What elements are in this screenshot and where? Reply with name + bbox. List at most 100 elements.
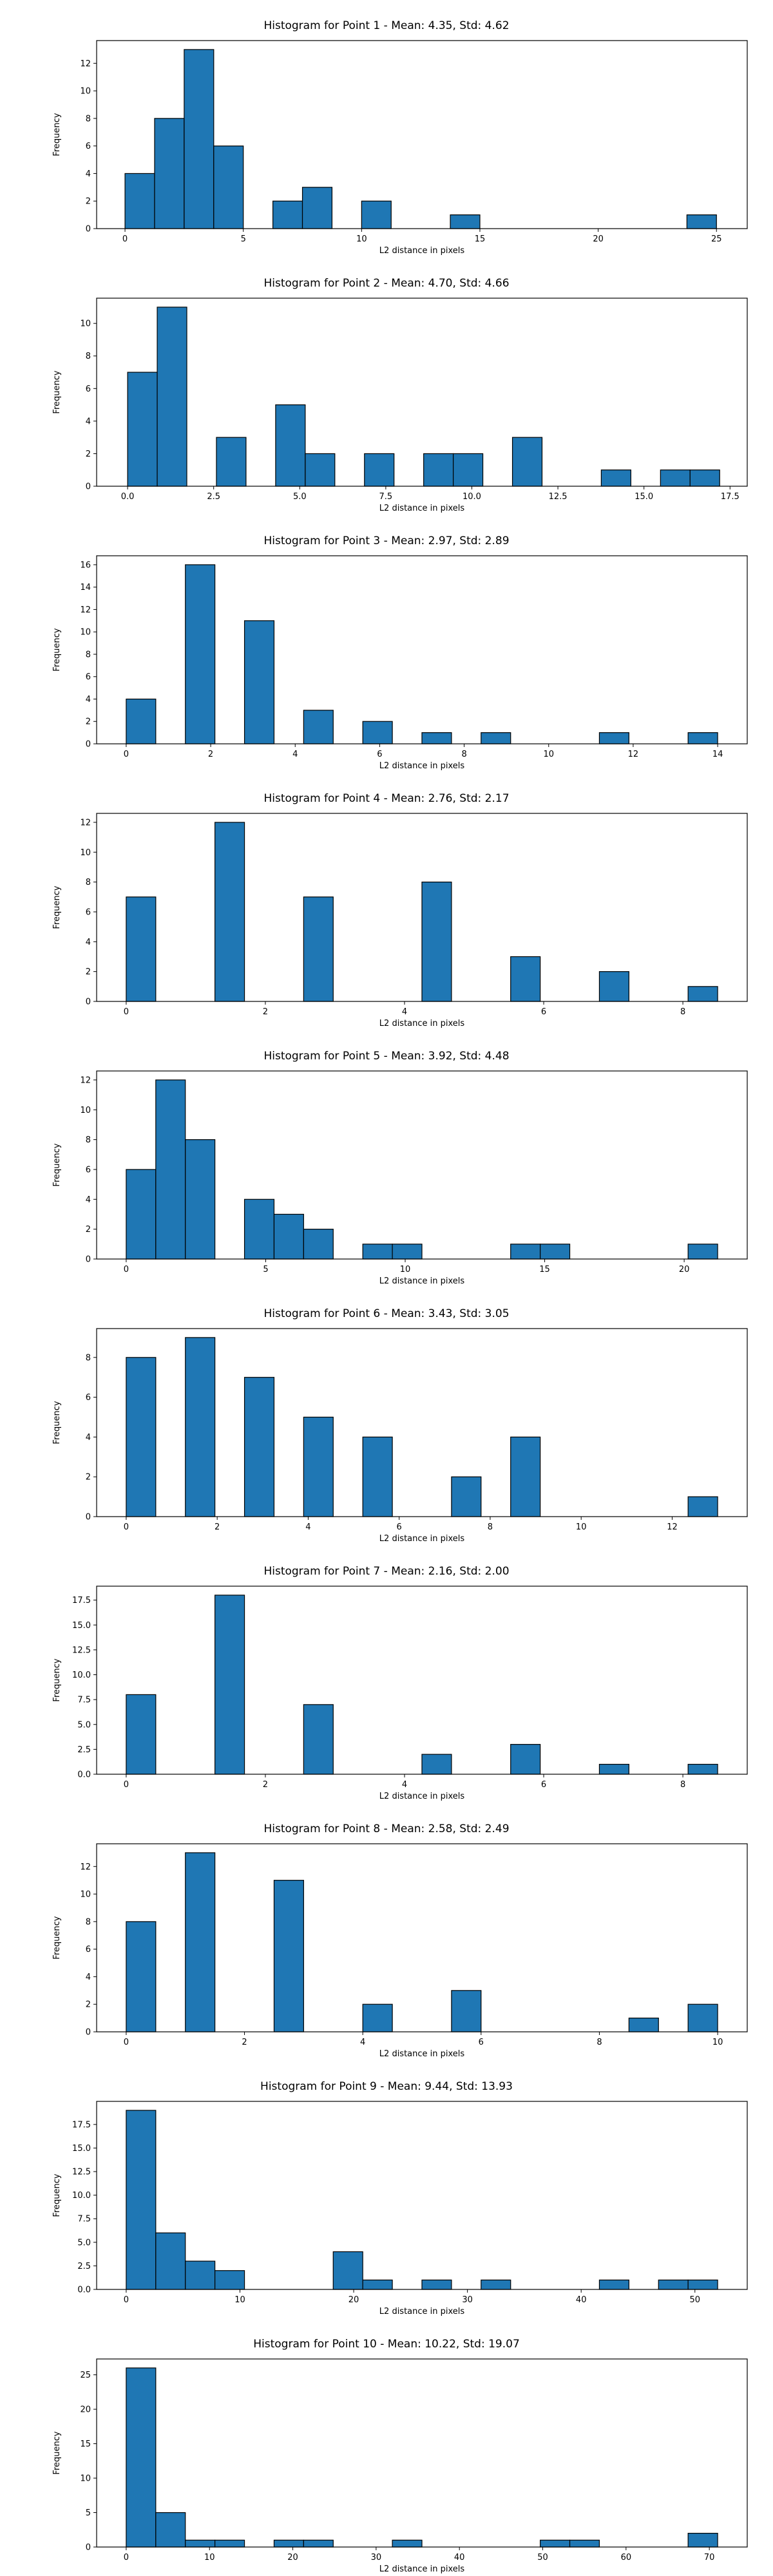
histogram-panel-4: Histogram for Point 4 - Mean: 2.76, Std:… — [0, 773, 773, 1028]
y-tick-label: 12 — [80, 818, 91, 828]
histogram-bar — [127, 372, 158, 487]
histogram-bar — [540, 1244, 571, 1260]
plot-frame — [96, 813, 748, 1002]
plot-frame — [96, 40, 748, 229]
histogram-bar — [598, 732, 629, 744]
y-tick-label: 4 — [86, 1433, 91, 1443]
plot-frame — [96, 555, 748, 744]
histogram-bar — [184, 49, 215, 229]
histogram-bar — [243, 620, 275, 744]
histogram-bar — [598, 2279, 629, 2290]
x-tick-label: 50 — [537, 2553, 548, 2562]
y-tick-label: 2 — [86, 2000, 91, 2010]
y-tick-label: 4 — [86, 417, 91, 426]
y-tick-label: 0 — [86, 225, 91, 234]
histogram-bar — [154, 118, 185, 229]
y-tick-label: 8 — [86, 650, 91, 659]
y-tick-label: 0 — [86, 998, 91, 1007]
histogram-bar — [305, 453, 336, 487]
x-tick-label: 50 — [690, 2295, 701, 2305]
histogram-bar — [423, 453, 454, 487]
y-tick-label: 4 — [86, 938, 91, 947]
x-tick-label: 8 — [596, 2038, 602, 2047]
y-tick-label: 0 — [86, 740, 91, 750]
histogram-bar — [687, 2279, 718, 2290]
x-tick-label: 15 — [539, 1265, 550, 1274]
y-axis-label: Frequency — [52, 1401, 62, 1444]
x-tick-label: 6 — [479, 2038, 484, 2047]
histogram-bar — [126, 1921, 157, 2032]
histogram-panel-3: Histogram for Point 3 - Mean: 2.97, Std:… — [0, 515, 773, 771]
histogram-bar — [687, 1496, 718, 1517]
y-tick-label: 2 — [86, 1473, 91, 1482]
x-tick-label: 6 — [541, 1780, 546, 1790]
y-tick-label: 10 — [80, 1890, 91, 1900]
histogram-bar — [362, 721, 393, 744]
y-tick-label: 6 — [86, 1165, 91, 1175]
histogram-bar — [689, 469, 720, 487]
x-tick-label: 4 — [292, 750, 298, 759]
plot-frame — [96, 1586, 748, 1775]
x-tick-label: 8 — [488, 1522, 493, 1532]
x-tick-label: 4 — [360, 2038, 365, 2047]
y-axis-label: Frequency — [52, 1143, 62, 1186]
y-tick-label: 8 — [86, 878, 91, 887]
x-tick-label: 20 — [593, 234, 604, 244]
x-tick-label: 2.5 — [207, 492, 220, 502]
y-axis-label: Frequency — [52, 113, 62, 156]
histogram-bar — [301, 187, 333, 229]
x-tick-label: 4 — [305, 1522, 310, 1532]
histogram-bar — [215, 2539, 245, 2548]
x-tick-label: 5 — [263, 1265, 268, 1274]
y-tick-label: 2 — [86, 450, 91, 459]
y-axis-label: Frequency — [52, 1916, 62, 1959]
x-tick-label: 60 — [621, 2553, 632, 2562]
x-tick-label: 10 — [712, 2038, 723, 2047]
y-tick-label: 6 — [86, 384, 91, 394]
y-tick-label: 15 — [80, 2439, 91, 2449]
histogram-bar — [362, 1436, 393, 1517]
histogram-bar — [364, 453, 395, 487]
x-tick-label: 6 — [541, 1007, 546, 1017]
histogram-bar — [155, 1079, 186, 1260]
y-tick-label: 0.0 — [77, 1770, 91, 1780]
y-tick-label: 0.0 — [77, 2286, 91, 2295]
plot-frame — [96, 2358, 748, 2548]
histogram-panel-7: Histogram for Point 7 - Mean: 2.16, Std:… — [0, 1546, 773, 1801]
histogram-bar — [687, 732, 718, 744]
chart-title: Histogram for Point 9 - Mean: 9.44, Std:… — [260, 2080, 513, 2093]
histogram-bar — [600, 469, 631, 487]
histogram-plot: 0 5 10 15 20 0 2 4 6 8 10 12 L2 distance in pixels Fr… — [52, 1070, 748, 1286]
x-tick-label: 6 — [377, 750, 382, 759]
y-tick-label: 10 — [80, 848, 91, 858]
histogram-bar — [272, 200, 303, 229]
x-tick-label: 0 — [124, 2038, 129, 2047]
y-tick-label: 20 — [80, 2405, 91, 2415]
histogram-bar — [185, 1139, 216, 1260]
plot-frame — [96, 298, 748, 487]
y-tick-label: 12.5 — [72, 1645, 91, 1655]
x-axis-label: L2 distance in pixels — [379, 2564, 465, 2574]
y-axis-label: Frequency — [52, 1658, 62, 1701]
histogram-bar — [658, 2279, 689, 2290]
histogram-bar — [126, 1694, 157, 1775]
x-tick-label: 8 — [680, 1780, 685, 1790]
x-tick-label: 2 — [263, 1780, 268, 1790]
x-tick-label: 0 — [122, 234, 128, 244]
histogram-bar — [421, 882, 452, 1002]
histogram-bar — [598, 971, 629, 1002]
histogram-bar — [510, 956, 541, 1002]
y-axis-label: Frequency — [52, 2431, 62, 2474]
y-tick-label: 8 — [86, 352, 91, 361]
y-tick-label: 12 — [80, 605, 91, 615]
histogram-panel-1: Histogram for Point 1 - Mean: 4.35, Std:… — [0, 0, 773, 256]
x-tick-label: 0 — [124, 1522, 129, 1532]
histogram-bar — [303, 1229, 334, 1260]
y-tick-label: 6 — [86, 142, 91, 151]
x-tick-label: 15 — [475, 234, 486, 244]
y-tick-label: 10 — [80, 628, 91, 638]
x-tick-label: 10 — [400, 1265, 411, 1274]
chart-title: Histogram for Point 10 - Mean: 10.22, St… — [253, 2338, 520, 2351]
histogram-bar — [481, 2279, 511, 2290]
histogram-bar — [273, 1880, 304, 2032]
